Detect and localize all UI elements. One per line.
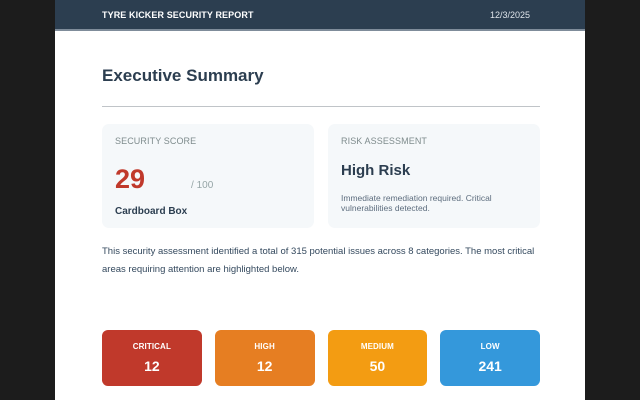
severity-label: MEDIUM [360, 342, 394, 351]
risk-assessment-card: RISK ASSESSMENT High Risk Immediate reme… [328, 124, 540, 228]
severity-medium: MEDIUM 50 [327, 330, 428, 386]
severity-count: 50 [369, 358, 386, 374]
risk-description: Immediate remediation required. Critical… [341, 193, 492, 213]
report-page: TYRE KICKER SECURITY REPORT 12/3/2025 Ex… [55, 0, 585, 400]
security-score-max: / 100 [191, 180, 214, 191]
risk-level: High Risk [341, 162, 411, 179]
summary-cards: SECURITY SCORE 29 / 100 Cardboard Box RI… [102, 124, 540, 228]
page-title: Executive Summary [102, 66, 264, 85]
severity-count: 241 [478, 358, 502, 374]
severity-count: 12 [256, 358, 273, 374]
report-date: 12/3/2025 [489, 9, 530, 20]
divider [102, 106, 540, 107]
severity-label: HIGH [254, 342, 275, 351]
security-score-label: SECURITY SCORE [115, 136, 197, 146]
severity-label: LOW [480, 342, 500, 351]
severity-high: HIGH 12 [214, 330, 315, 386]
severity-critical: CRITICAL 12 [102, 330, 202, 386]
score-row: 29 / 100 [115, 164, 213, 195]
security-score-value: 29 [115, 164, 146, 194]
severity-label: CRITICAL [132, 342, 171, 351]
severity-stats: CRITICAL 12 HIGH 12 MEDIUM 50 LOW 241 [102, 330, 540, 386]
report-header: TYRE KICKER SECURITY REPORT 12/3/2025 [55, 0, 585, 31]
summary-text: This security assessment identified a to… [102, 246, 535, 275]
severity-low: LOW 241 [440, 330, 540, 386]
security-score-grade: Cardboard Box [115, 206, 188, 217]
report-title: TYRE KICKER SECURITY REPORT [102, 9, 254, 20]
risk-assessment-label: RISK ASSESSMENT [341, 136, 428, 146]
report-content: Executive Summary SECURITY SCORE 29 / 10… [102, 31, 540, 386]
severity-count: 12 [144, 358, 160, 374]
security-score-card: SECURITY SCORE 29 / 100 Cardboard Box [102, 124, 314, 228]
